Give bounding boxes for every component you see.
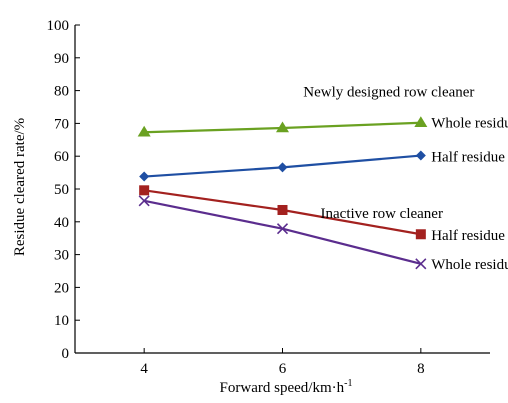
series-1 [137, 116, 428, 137]
x-tick-label: 6 [279, 361, 287, 377]
x-axis-title: Forward speed/km·h-1 [220, 378, 353, 396]
y-tick-label: 0 [62, 346, 70, 362]
y-tick-label: 80 [54, 84, 69, 100]
annotation-label: Newly designed row cleaner [303, 85, 474, 101]
data-point-square [139, 185, 150, 196]
y-tick-label: 70 [54, 116, 69, 132]
y-tick-label: 90 [54, 51, 69, 67]
axes [74, 25, 490, 354]
data-point-square [277, 204, 288, 215]
annotation-label: Inactive row cleaner [321, 206, 443, 222]
y-tick-label: 100 [47, 18, 70, 34]
annotation-label: Half residue [431, 228, 505, 244]
data-point-diamond [139, 171, 150, 182]
data-point-triangle [414, 116, 428, 127]
series-3 [139, 185, 426, 240]
data-point-triangle [276, 121, 289, 133]
y-tick-label: 60 [54, 149, 69, 165]
data-point-x [138, 195, 150, 207]
y-tick-label: 30 [54, 248, 69, 264]
annotation-label: Half residue [431, 149, 505, 165]
y-tick-label: 10 [54, 313, 69, 329]
series-2 [139, 150, 426, 182]
series-4 [138, 195, 427, 270]
data-point-x [276, 223, 289, 235]
annotation-label: Whole residue [431, 115, 508, 131]
x-tick-label: 8 [417, 361, 425, 377]
data-point-x [415, 258, 427, 270]
y-tick-label: 20 [54, 280, 69, 296]
data-point-diamond [277, 162, 288, 173]
data-point-square [415, 229, 426, 240]
y-tick-label: 50 [54, 182, 69, 198]
series-group [137, 116, 428, 270]
annotations: Newly designed row cleaner Whole residue H… [303, 85, 508, 274]
annotation-label: Whole residue [431, 257, 508, 273]
x-axis-title-superscript: -1 [344, 378, 352, 389]
data-point-triangle [137, 125, 151, 137]
x-axis-title-text: Forward speed/km·h [220, 380, 345, 396]
data-point-diamond [415, 150, 426, 161]
x-tick-label: 4 [140, 361, 148, 377]
y-axis-title: Residue cleared rate/% [12, 118, 28, 256]
axis-ticks: 0 10 20 30 40 50 60 70 80 90 100 4 6 8 [47, 18, 425, 377]
y-tick-label: 40 [54, 215, 69, 231]
